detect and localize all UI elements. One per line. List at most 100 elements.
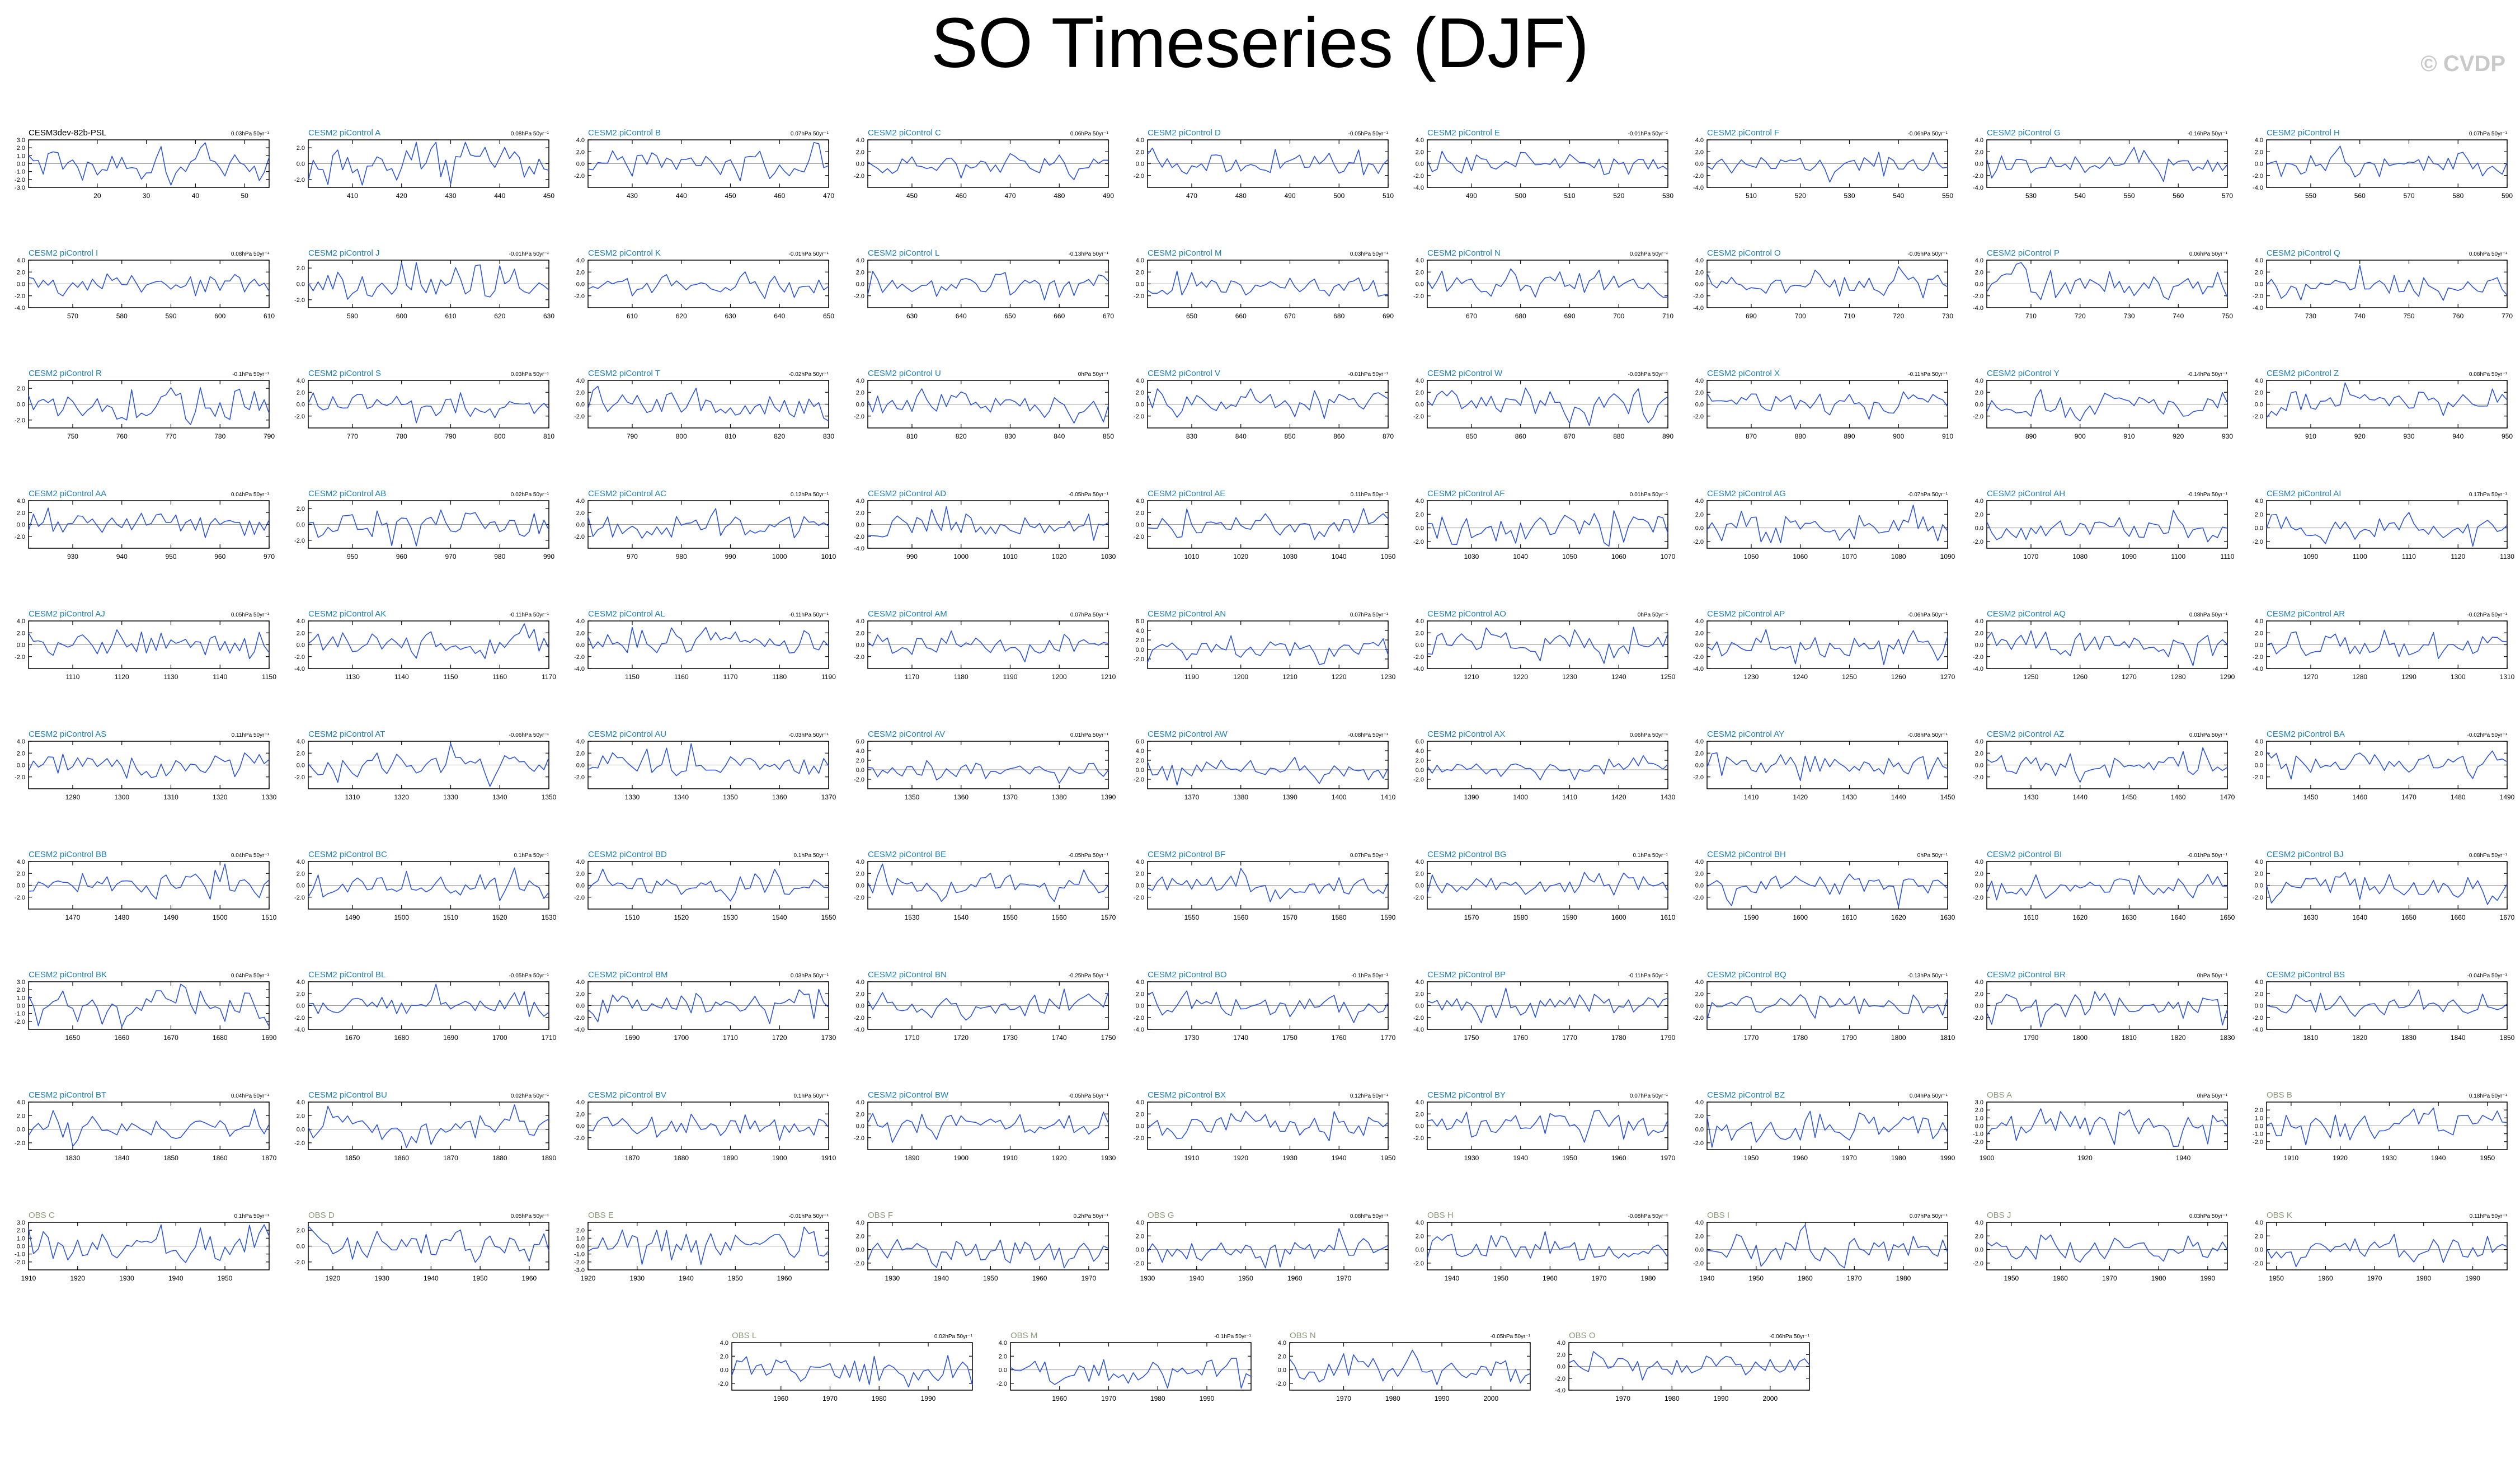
y-tick-label: 4.0 [17,257,25,264]
x-tick-label: 1940 [2176,1154,2191,1162]
series-line [28,507,270,538]
y-tick-label: 2.0 [856,1233,864,1240]
x-tick-label: 810 [725,432,736,440]
series-line [28,863,270,900]
y-tick-label: 0.0 [1695,1003,1704,1010]
panel-cesm2-picontrol-ap: CESM2 piControl AP -0.06hPa 50yr⁻¹ -4.0 -2.… [1693,609,1955,681]
x-tick-label: 900 [1893,432,1904,440]
series-line [731,1355,973,1388]
trend-label: 0.04hPa 50yr⁻¹ [1910,1093,1948,1099]
x-tick-label: 700 [1613,312,1624,320]
y-tick-label: 0.0 [1695,1127,1704,1133]
x-tick-label: 680 [1333,312,1344,320]
x-tick-label: 850 [1466,432,1477,440]
x-tick-label: 1910 [21,1274,36,1282]
x-tick-label: 1490 [163,914,178,921]
series-line [308,867,549,901]
x-tick-label: 1940 [1700,1274,1715,1282]
x-tick-label: 600 [396,312,407,320]
trend-label: 0.02hPa 50yr⁻¹ [934,1334,973,1340]
y-tick-label: 2.0 [576,389,585,396]
y-tick-label: 4.0 [1416,859,1424,865]
panel-cesm2-picontrol-ba: CESM2 piControl BA -0.02hPa 50yr⁻¹ -2.0 0.0… [2253,729,2515,801]
y-tick-label: -4.0 [1973,305,1983,312]
panel-cesm2-picontrol-al: CESM2 piControl AL -0.11hPa 50yr⁻¹ -4.0 -2.… [574,609,836,681]
y-tick-label: 4.0 [576,859,585,865]
panel-cesm2-picontrol-bb: CESM2 piControl BB 0.04hPa 50yr⁻¹ -2.0 0.0 2… [15,850,277,921]
panel-title: CESM2 piControl T [588,369,660,378]
trend-label: 0.12hPa 50yr⁻¹ [791,492,829,498]
y-tick-label: 2.0 [17,145,25,152]
y-tick-label: -2.0 [1693,413,1704,420]
y-tick-label: -2.0 [1413,776,1424,783]
trend-label: -0.06hPa 50yr⁻¹ [1908,612,1948,618]
x-tick-label: 460 [774,192,785,200]
y-tick-label: 0.0 [2255,762,2263,769]
y-tick-label: 2.0 [1557,1352,1565,1358]
y-tick-label: -2.0 [1973,1260,1983,1267]
x-tick-label: 910 [2123,432,2135,440]
panel-title: CESM2 piControl K [588,248,661,258]
y-tick-label: 0.0 [1136,1247,1144,1254]
y-tick-label: 2.0 [1278,1353,1286,1360]
panel-title: OBS I [1707,1211,1729,1220]
x-tick-label: 910 [2305,432,2316,440]
y-tick-label: -2.0 [1413,173,1424,180]
y-tick-label: 2.0 [1136,269,1144,276]
series-line [308,262,549,300]
y-tick-label: 4.0 [1416,618,1424,625]
y-tick-label: 2.0 [1695,750,1704,757]
y-tick-label: 0.0 [1136,1123,1144,1130]
y-tick-label: -4.0 [854,1027,864,1033]
panel-title: OBS A [1987,1090,2012,1100]
panel-cesm2-picontrol-ac: CESM2 piControl AC 0.12hPa 50yr⁻¹ -2.0 0.0 2… [574,489,836,561]
x-tick-label: 450 [725,192,736,200]
y-tick-label: 2.0 [720,1353,728,1360]
y-tick-label: 2.0 [1975,870,1983,877]
x-tick-label: 740 [2354,312,2366,320]
x-tick-label: 1960 [1611,1154,1626,1162]
x-tick-label: 1540 [953,914,968,921]
panel-cesm2-picontrol-bq: CESM2 piControl BQ -0.13hPa 50yr⁻¹ -2.0 0.0… [1693,970,1955,1042]
x-tick-label: 1180 [954,673,968,681]
x-tick-label: 1980 [1665,1395,1680,1402]
x-tick-label: 1860 [213,1154,228,1162]
y-tick-label: 4.0 [297,378,305,384]
y-tick-label: -1.0 [1973,1131,1983,1138]
y-tick-label: 4.0 [1557,1340,1565,1347]
y-tick-label: -1.0 [574,1251,585,1258]
y-tick-label: 2.0 [1136,1111,1144,1118]
y-tick-label: -4.0 [2253,305,2263,312]
y-tick-label: -2.0 [1693,1140,1704,1147]
x-tick-label: 1310 [345,793,360,801]
panel-obs-n: OBS N -0.05hPa 50yr⁻¹ -2.0 0.0 2.0 4.0 1970 198… [1276,1331,1531,1402]
x-tick-label: 1310 [2500,673,2515,681]
y-tick-label: 4.0 [1136,859,1144,865]
x-tick-label: 790 [264,432,275,440]
x-tick-label: 870 [1746,432,1757,440]
plot-frame [1289,1342,1531,1391]
panel-cesm2-picontrol-bx: CESM2 piControl BX 0.12hPa 50yr⁻¹ -2.0 0.0 2… [1134,1090,1396,1162]
x-tick-label: 1990 [1435,1395,1450,1402]
x-tick-label: 1630 [1940,914,1955,921]
plot-frame [1010,1342,1252,1391]
panel-cesm2-picontrol-ag: CESM2 piControl AG -0.07hPa 50yr⁻¹ -2.0 0.0… [1693,489,1955,561]
y-tick-label: 4.0 [1695,979,1704,986]
panel-title: CESM2 piControl BL [308,970,385,980]
x-tick-label: 1710 [905,1034,920,1042]
x-tick-label: 1150 [262,673,276,681]
y-tick-label: 4.0 [1416,498,1424,505]
y-tick-label: 2.0 [1975,1107,1983,1114]
x-tick-label: 820 [774,432,785,440]
trend-label: 0.07hPa 50yr⁻¹ [2469,131,2508,137]
x-tick-label: 730 [2123,312,2135,320]
y-tick-label: 1.0 [1975,1115,1983,1122]
y-tick-label: -2.0 [294,654,305,661]
x-tick-label: 1510 [443,914,458,921]
x-tick-label: 1930 [1101,1154,1116,1162]
plot-frame [1706,1222,1948,1270]
y-tick-label: -2.0 [15,293,25,300]
y-tick-label: 2.0 [1136,149,1144,156]
y-tick-label: -2.0 [1973,413,1983,420]
panel-title: CESM2 piControl AI [2267,489,2341,498]
